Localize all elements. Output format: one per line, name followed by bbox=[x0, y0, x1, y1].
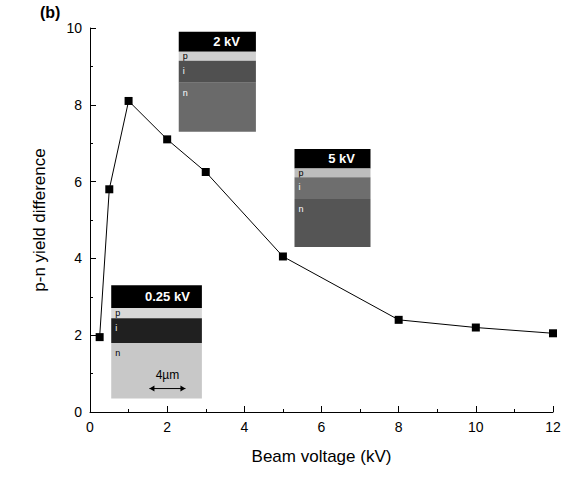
svg-text:4: 4 bbox=[240, 419, 248, 435]
svg-text:(b): (b) bbox=[40, 4, 60, 21]
svg-text:0: 0 bbox=[86, 419, 94, 435]
svg-text:i: i bbox=[115, 323, 117, 333]
svg-text:0.25 kV: 0.25 kV bbox=[145, 289, 190, 304]
svg-text:4µm: 4µm bbox=[156, 368, 180, 382]
svg-text:Beam voltage (kV): Beam voltage (kV) bbox=[252, 447, 392, 466]
svg-text:2 kV: 2 kV bbox=[213, 34, 240, 49]
svg-text:8: 8 bbox=[395, 419, 403, 435]
svg-text:n: n bbox=[298, 204, 303, 214]
svg-text:5 kV: 5 kV bbox=[328, 151, 355, 166]
svg-text:0: 0 bbox=[74, 404, 82, 420]
svg-text:6: 6 bbox=[74, 174, 82, 190]
svg-text:i: i bbox=[298, 182, 300, 192]
svg-text:p: p bbox=[115, 308, 120, 318]
svg-text:10: 10 bbox=[66, 20, 82, 36]
svg-text:p: p bbox=[298, 168, 303, 178]
svg-text:i: i bbox=[183, 66, 185, 76]
svg-text:n: n bbox=[115, 348, 120, 358]
svg-text:8: 8 bbox=[74, 97, 82, 113]
svg-text:4: 4 bbox=[74, 250, 82, 266]
svg-text:10: 10 bbox=[468, 419, 484, 435]
svg-text:6: 6 bbox=[318, 419, 326, 435]
svg-text:n: n bbox=[183, 88, 188, 98]
svg-text:p-n yield difference: p-n yield difference bbox=[30, 148, 49, 291]
svg-text:12: 12 bbox=[545, 419, 561, 435]
svg-text:2: 2 bbox=[163, 419, 171, 435]
svg-text:2: 2 bbox=[74, 327, 82, 343]
svg-text:p: p bbox=[183, 51, 188, 61]
